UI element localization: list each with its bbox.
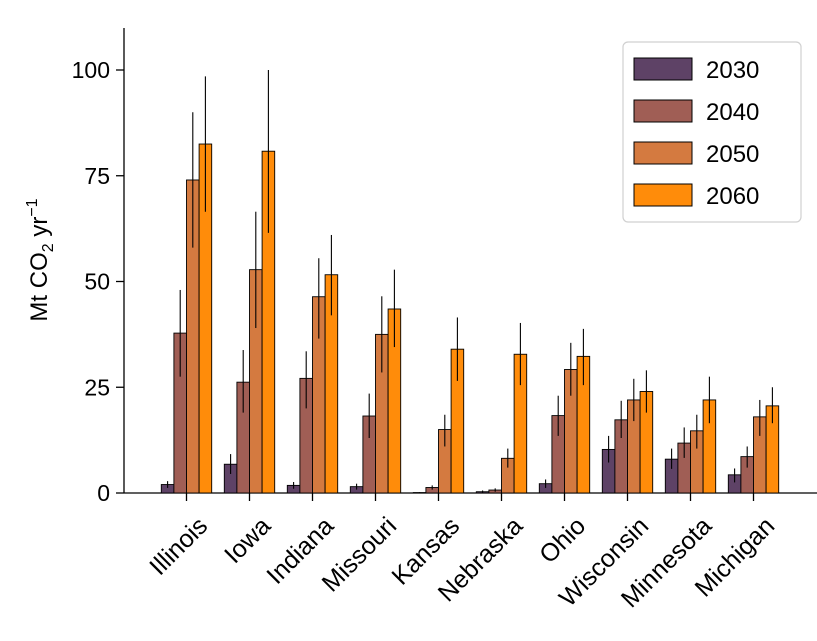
- y-axis-label: Mt CO2 yr−1: [24, 198, 57, 321]
- legend-swatch: [633, 183, 693, 207]
- ylabel-sub: 2: [40, 243, 57, 252]
- y-tick-label: 75: [84, 163, 110, 189]
- y-tick-label: 25: [84, 374, 110, 400]
- x-tick-label: Iowa: [219, 512, 276, 569]
- y-tick-label: 0: [97, 480, 110, 506]
- legend-frame: [622, 41, 802, 223]
- ylabel-sup: −1: [24, 198, 41, 216]
- y-tick-label: 50: [84, 269, 110, 295]
- legend: 2030 2040 2050 2060: [622, 41, 802, 223]
- legend-label: 2060: [706, 183, 759, 210]
- y-tick-label: 100: [72, 57, 110, 83]
- legend-swatch: [633, 57, 693, 81]
- x-tick-label: Ohio: [534, 512, 591, 569]
- legend-swatch: [633, 141, 693, 165]
- legend-label: 2040: [706, 99, 759, 126]
- legend-label: 2050: [706, 141, 759, 168]
- legend-swatch: [633, 99, 693, 123]
- ylabel-main: Mt CO: [26, 252, 53, 321]
- bars: [160, 70, 780, 494]
- legend-label: 2030: [706, 57, 759, 84]
- x-tick-label: Illinois: [144, 512, 213, 581]
- ylabel-mid: yr: [26, 217, 53, 244]
